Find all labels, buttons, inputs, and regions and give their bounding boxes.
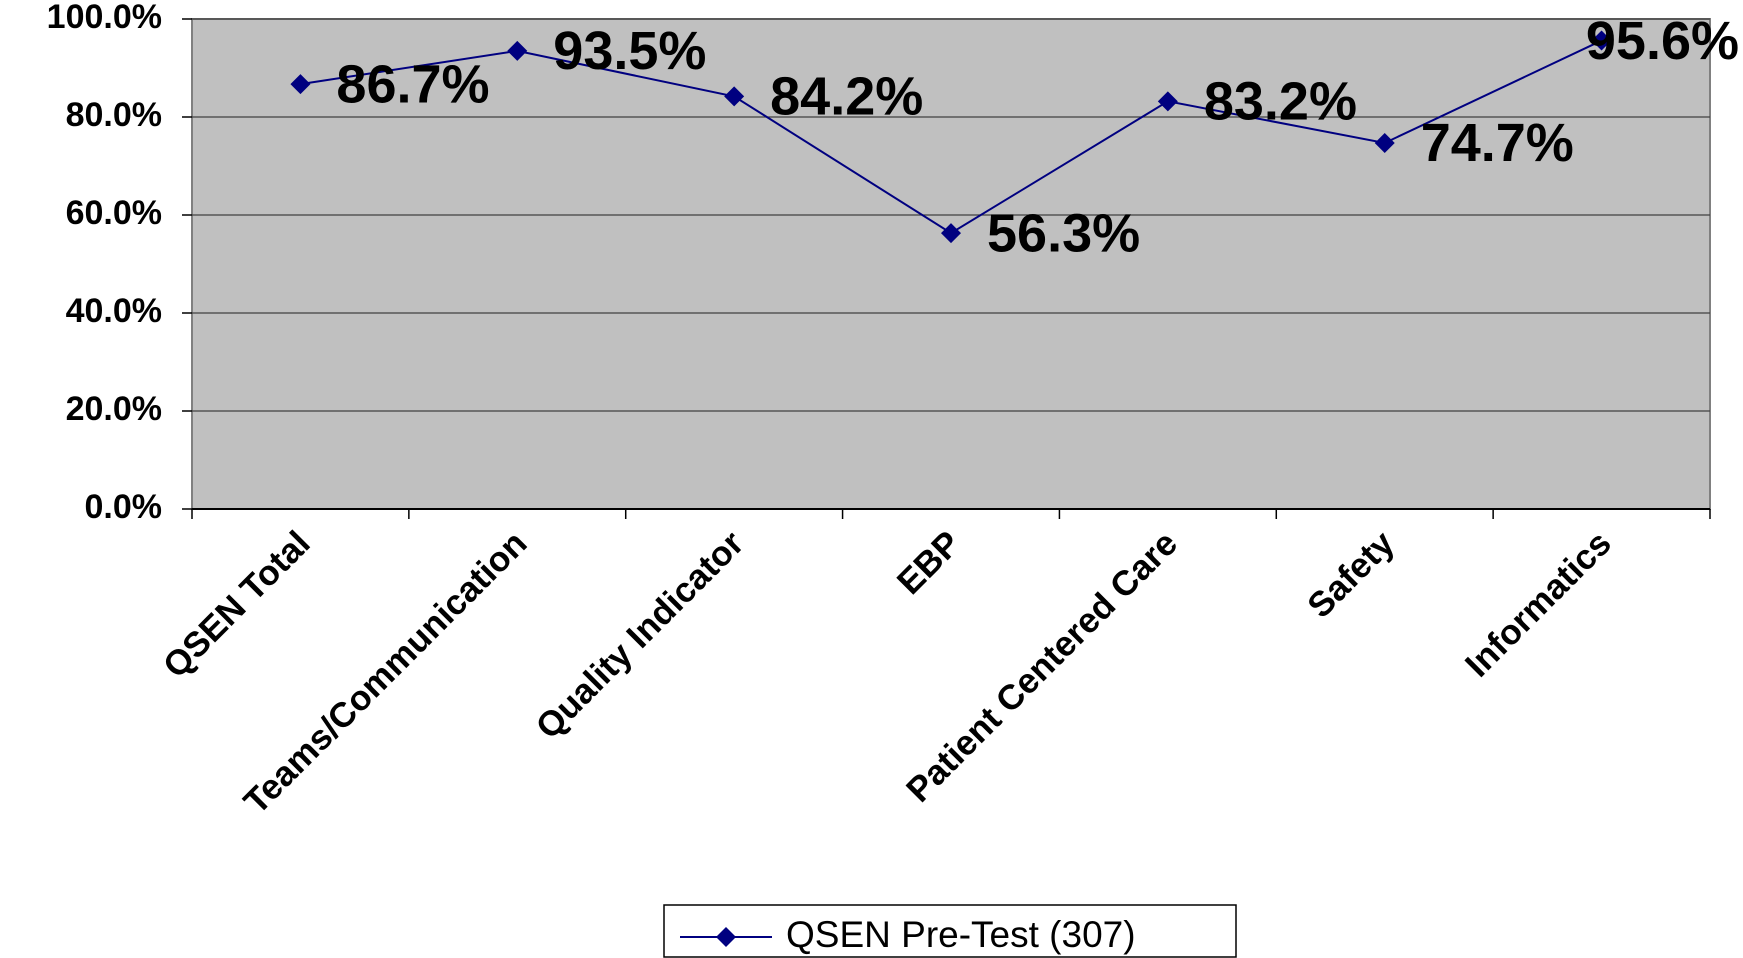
x-tick-label: Informatics [1458, 524, 1619, 685]
data-label: 56.3% [987, 203, 1140, 263]
y-tick-label: 100.0% [47, 0, 162, 36]
y-tick-label: 40.0% [66, 292, 162, 330]
y-tick-label: 60.0% [66, 194, 162, 232]
y-tick-label: 80.0% [66, 96, 162, 134]
legend-label: QSEN Pre-Test (307) [786, 914, 1136, 955]
x-tick-label: Safety [1300, 523, 1402, 625]
legend-marker [716, 927, 736, 947]
x-tick-label: QSEN Total [156, 524, 318, 686]
data-marker [290, 74, 311, 95]
data-marker [724, 86, 745, 107]
data-label: 74.7% [1421, 113, 1574, 173]
data-marker [1591, 30, 1612, 51]
data-marker [1374, 132, 1395, 153]
data-marker [941, 223, 961, 244]
y-tick-label: 0.0% [85, 488, 163, 526]
x-tick-label: Quality Indicator [528, 523, 751, 746]
x-tick-label: EBP [890, 524, 968, 602]
legend-box [663, 904, 1237, 958]
data-marker [1157, 91, 1178, 112]
data-marker [507, 40, 528, 61]
data-label: 86.7% [336, 54, 489, 114]
data-label: 84.2% [770, 67, 923, 127]
data-label: 83.2% [1204, 72, 1357, 132]
y-tick-label: 20.0% [66, 390, 162, 428]
data-label: 93.5% [553, 21, 706, 81]
plot-area [191, 18, 1711, 510]
data-label: 95.6% [1586, 11, 1739, 71]
